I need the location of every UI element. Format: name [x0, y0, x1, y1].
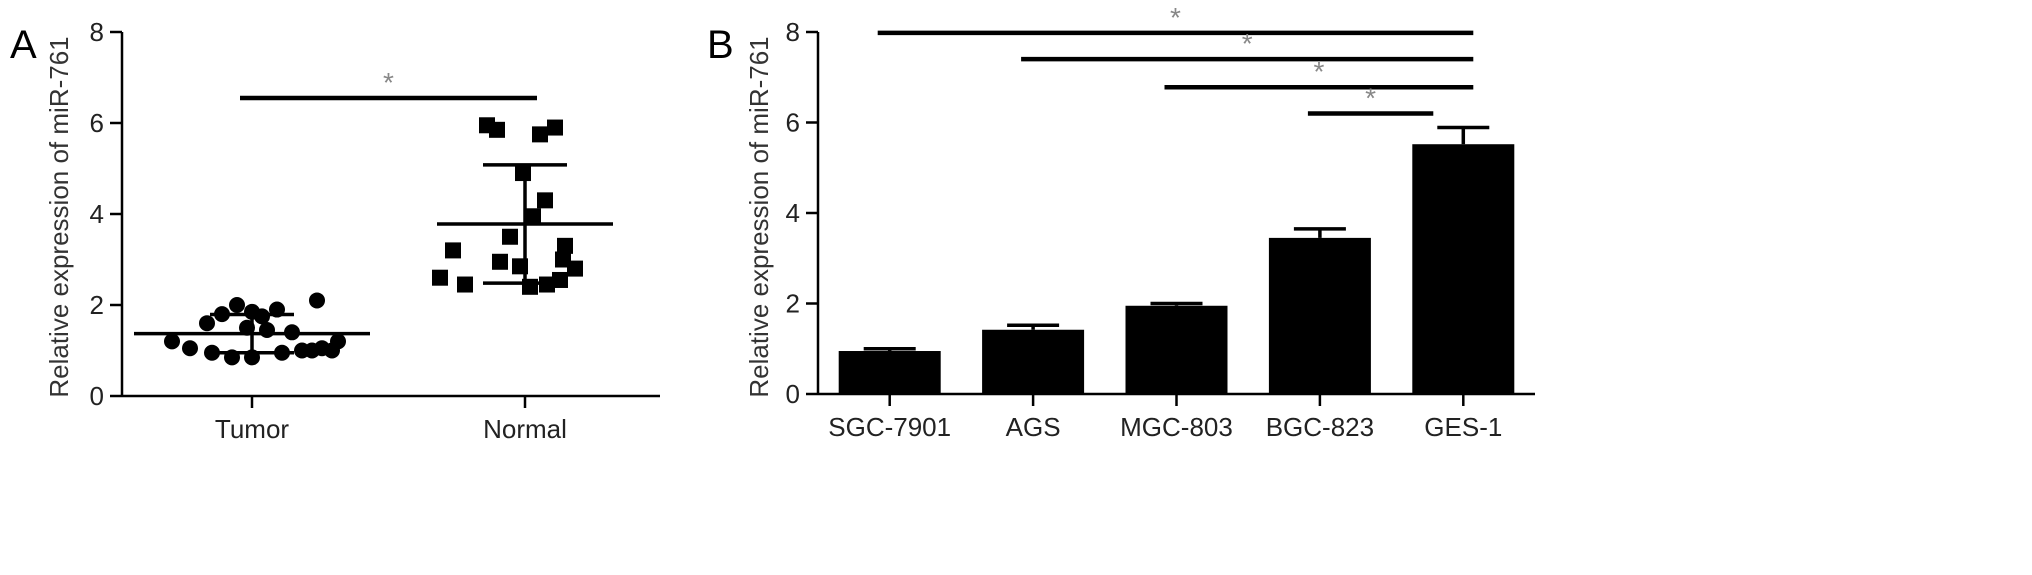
panel-a-y-axis-title: Relative expression of miR-761 — [44, 36, 74, 397]
panel-b: B Relative expression of miR-761 0 2 4 6 8 SG… — [707, 2, 1535, 442]
data-point-normal — [492, 253, 508, 270]
data-point-normal — [457, 276, 473, 293]
panel-a: A Relative expression of miR-761 0 2 4 6 8 Tu… — [10, 17, 660, 444]
data-point-normal — [502, 228, 518, 245]
panel-a-axes: 0 2 4 6 8 Tumor Normal — [90, 17, 660, 444]
data-point-normal — [552, 271, 568, 288]
y-tick-label: 4 — [786, 198, 800, 228]
data-point-tumor — [182, 340, 198, 357]
data-point-tumor — [199, 315, 215, 332]
y-tick-label: 0 — [786, 379, 800, 409]
panel-b-y-axis-title: Relative expression of miR-761 — [744, 36, 774, 397]
y-tick-label: 4 — [90, 199, 104, 229]
x-tick-label: Tumor — [215, 414, 289, 444]
x-tick-label: SGC-7901 — [828, 412, 951, 442]
data-point-tumor — [229, 297, 245, 313]
x-tick-label: GES-1 — [1424, 412, 1502, 442]
data-point-normal — [557, 237, 573, 254]
x-tick-label: BGC-823 — [1266, 412, 1374, 442]
panel-b-label: B — [707, 23, 734, 67]
y-tick-label: 6 — [786, 108, 800, 138]
bar-mgc-803 — [1125, 305, 1228, 394]
bar-ags — [982, 329, 1085, 394]
y-tick-label: 6 — [90, 108, 104, 138]
data-point-normal — [432, 269, 448, 286]
significance-star: * — [1242, 28, 1253, 59]
x-tick-label: Normal — [483, 414, 567, 444]
data-point-normal — [445, 242, 461, 259]
bar-sgc-7901 — [838, 351, 941, 394]
data-point-tumor — [164, 333, 180, 350]
data-point-normal — [489, 121, 505, 138]
x-tick-label: MGC-803 — [1120, 412, 1233, 442]
data-point-normal — [537, 192, 553, 209]
data-point-tumor — [254, 308, 270, 325]
y-tick-label: 0 — [90, 381, 104, 411]
data-point-normal — [547, 119, 563, 136]
data-point-tumor — [309, 292, 325, 309]
bar-ges-1 — [1412, 144, 1515, 394]
y-tick-label: 2 — [786, 289, 800, 319]
data-point-normal — [567, 260, 583, 277]
panel-b-marks: * * * * — [838, 2, 1515, 394]
y-tick-label: 2 — [90, 290, 104, 320]
data-point-normal — [525, 208, 541, 225]
data-point-tumor — [259, 322, 275, 339]
y-tick-label: 8 — [786, 17, 800, 47]
significance-star: * — [383, 67, 394, 98]
bar-bgc-823 — [1268, 237, 1371, 394]
data-point-normal — [515, 165, 531, 182]
significance-star: * — [1313, 56, 1324, 87]
panel-a-label: A — [10, 23, 37, 67]
significance-star: * — [1170, 2, 1181, 33]
significance-star: * — [1365, 82, 1376, 113]
x-tick-label: AGS — [1006, 412, 1061, 442]
data-point-tumor — [330, 333, 346, 350]
data-point-normal — [532, 126, 548, 143]
panel-a-marks: * — [134, 67, 613, 366]
y-tick-label: 8 — [90, 17, 104, 47]
